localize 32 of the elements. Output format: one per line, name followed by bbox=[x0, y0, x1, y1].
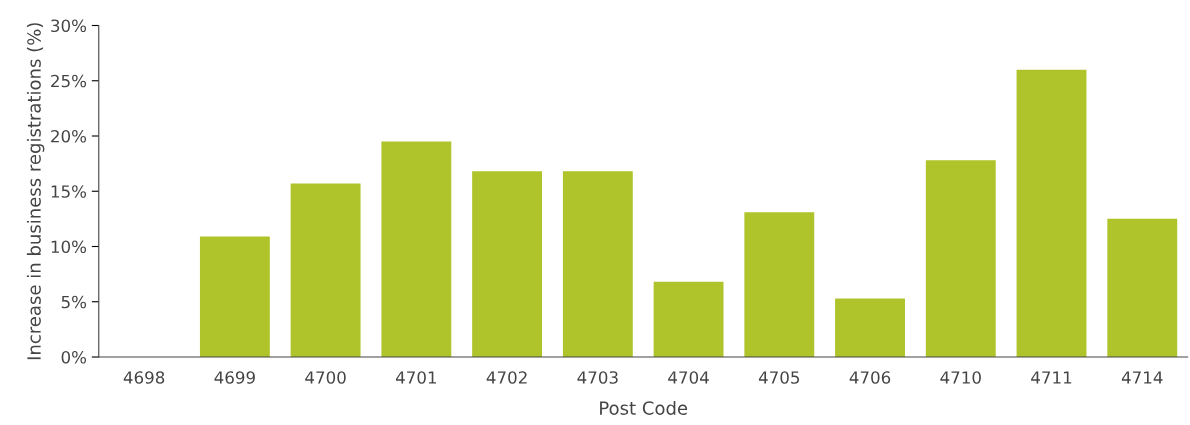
x-tick-label: 4710 bbox=[940, 371, 981, 384]
x-tick-label: 4703 bbox=[577, 371, 618, 384]
bar bbox=[472, 171, 543, 357]
y-tick-label: 5% bbox=[61, 295, 87, 309]
bar bbox=[925, 160, 996, 357]
x-tick-label: 4706 bbox=[849, 371, 891, 384]
x-tick-label: 4699 bbox=[214, 371, 255, 384]
bar bbox=[1016, 69, 1087, 357]
x-tick-label: 4705 bbox=[758, 371, 800, 384]
y-tick-label: 10% bbox=[51, 240, 87, 254]
bar bbox=[199, 236, 270, 357]
x-tick-label: 4701 bbox=[395, 371, 437, 384]
y-tick-label: 20% bbox=[51, 129, 87, 143]
x-tick-label: 4704 bbox=[668, 371, 709, 384]
x-axis-title: Post Code bbox=[600, 400, 688, 415]
x-tick-label: 4714 bbox=[1121, 371, 1163, 384]
bar bbox=[290, 183, 361, 357]
bar bbox=[562, 171, 633, 357]
y-tick-label: 30% bbox=[51, 19, 87, 33]
y-tick-label: 25% bbox=[51, 74, 87, 88]
x-tick-label: 4700 bbox=[305, 371, 346, 384]
bar bbox=[744, 212, 815, 357]
y-tick-label: 0% bbox=[61, 350, 87, 364]
bar bbox=[381, 141, 452, 357]
x-tick-label: 4698 bbox=[123, 371, 165, 384]
y-tick-label: 15% bbox=[51, 185, 87, 198]
x-tick-label: 4702 bbox=[486, 371, 527, 384]
bar bbox=[1107, 218, 1178, 357]
x-tick-label: 4711 bbox=[1031, 371, 1072, 384]
y-axis-title: Increase in business registrations (%) bbox=[26, 23, 45, 360]
bar bbox=[653, 281, 724, 357]
bar bbox=[835, 298, 905, 357]
